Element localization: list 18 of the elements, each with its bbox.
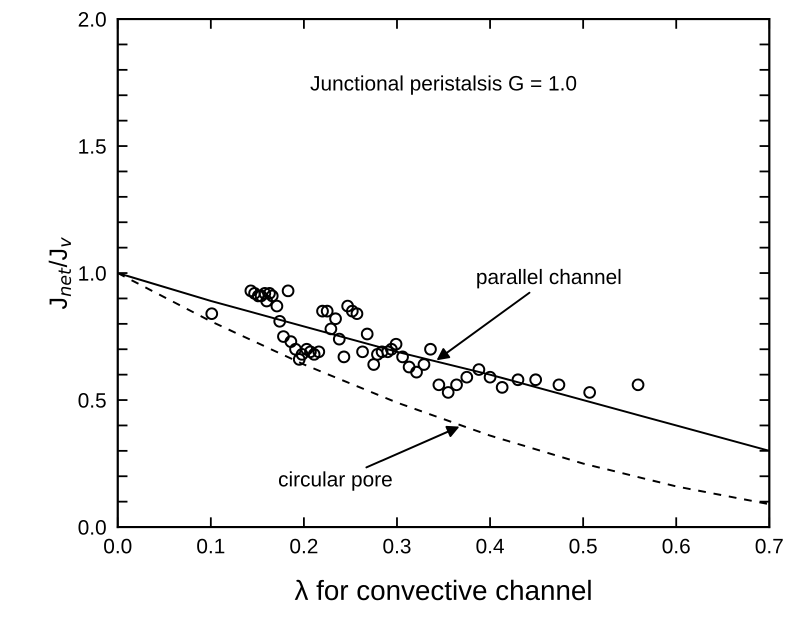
y-tick-label: 2.0	[78, 12, 106, 27]
x-tick-label: 0.5	[569, 538, 597, 554]
x-tick-label: 0.3	[383, 538, 411, 554]
x-tick-label: 0.1	[197, 538, 224, 554]
y-axis-title: J$_{net}$/J$_{v}$	[48, 237, 72, 310]
annotation: parallel channel	[477, 268, 620, 288]
annotation: circular pore	[278, 471, 392, 491]
x-tick-label: 0.7	[756, 538, 783, 554]
x-tick-label: 0.4	[476, 538, 504, 554]
y-tick-label: 0.0	[78, 520, 106, 535]
annotation: Junctional peristalsis G = 1.0	[310, 75, 576, 95]
y-tick-label: 1.0	[79, 266, 106, 281]
x-tick-label: 0.6	[662, 538, 690, 554]
x-tick-label: 0.2	[290, 538, 318, 554]
x-tick-label: 0.0	[104, 538, 132, 554]
x-axis-title: λ for convective channel	[294, 580, 591, 600]
y-tick-label: 0.5	[78, 393, 106, 408]
y-tick-label: 1.5	[79, 139, 106, 154]
